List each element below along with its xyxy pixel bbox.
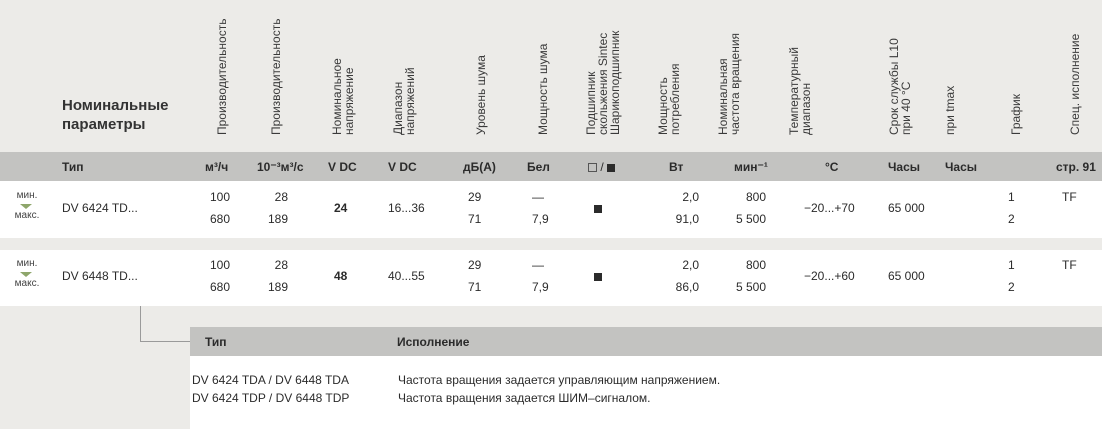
units-bar: Тип м³/ч 10⁻³м³/с V DC V DC дБ(А) Бел / … [0, 152, 1102, 181]
row-flow_m3h-max: 680 [209, 212, 230, 226]
row-flow_m3h-min: 100 [209, 190, 230, 204]
flow-m3s-unit: 10⁻³м³/с [257, 160, 304, 174]
variant-type: DV 6424 TDA / DV 6448 TDA [192, 373, 349, 387]
range-unit: V DC [388, 160, 417, 174]
footer-band [0, 306, 1102, 327]
row-power_noise-min: — [532, 190, 544, 204]
row-power-min: 2,0 [682, 258, 699, 272]
row-special: TF [1062, 190, 1077, 204]
row-graph-min: 1 [1008, 258, 1015, 272]
column-header-13: График [1009, 94, 1023, 135]
variants-type-header: Тип [205, 335, 227, 349]
max-label: макс. [14, 278, 40, 289]
column-header-2: Производительность [269, 18, 283, 135]
connector-horizontal [140, 341, 190, 342]
row-flow_m3h-max: 680 [209, 280, 230, 294]
variants-version-header: Исполнение [397, 335, 470, 349]
variant-type: DV 6424 TDP / DV 6448 TDP [192, 391, 350, 405]
row-special: TF [1062, 258, 1077, 272]
row-voltage: 48 [334, 269, 348, 283]
temp-unit: °C [825, 160, 839, 174]
column-header-5: Уровень шума [474, 55, 488, 135]
row-noise-min: 29 [468, 258, 482, 272]
life-tmax-unit: Часы [945, 160, 978, 174]
row-power_noise-max: 7,9 [532, 280, 549, 294]
variants-header: Тип Исполнение [190, 327, 1102, 356]
row-range: 40...55 [388, 269, 425, 283]
row-noise-min: 29 [468, 190, 482, 204]
flow-m3h-unit: м³/ч [205, 160, 229, 174]
header-band [0, 0, 1102, 152]
row-noise-max: 71 [468, 280, 482, 294]
special-unit: стр. 91 [1056, 160, 1096, 174]
ball-bearing-icon [594, 273, 602, 281]
row-speed-min: 800 [745, 190, 766, 204]
row-voltage: 24 [334, 201, 348, 215]
row-power-max: 86,0 [675, 280, 699, 294]
row-speed-min: 800 [745, 258, 766, 272]
connector-vertical [140, 306, 141, 342]
row-type: DV 6448 TD... [62, 269, 138, 283]
row-flow_m3s-max: 189 [267, 280, 288, 294]
variant-description: Частота вращения задается управляющим на… [398, 373, 721, 387]
row-power_noise-min: — [532, 258, 544, 272]
row-temp: −20...+60 [804, 269, 855, 283]
voltage-unit: V DC [328, 160, 357, 174]
column-header-12: при tmax [943, 85, 957, 135]
ball-bearing-icon [594, 205, 602, 213]
column-header-9: частота вращения [728, 32, 742, 135]
power-noise-unit: Бел [527, 160, 550, 174]
row-power-min: 2,0 [682, 190, 699, 204]
row-flow_m3s-min: 28 [274, 258, 288, 272]
column-header-1: Производительность [215, 18, 229, 135]
column-header-11: при 40 °C [899, 81, 913, 135]
row-graph-min: 1 [1008, 190, 1015, 204]
row-speed-max: 5 500 [735, 280, 766, 294]
row-separator [0, 238, 1102, 250]
column-header-10: диапазон [799, 82, 813, 135]
column-header-14: Спец. исполнение [1068, 33, 1082, 135]
row-noise-max: 71 [468, 212, 482, 226]
speed-unit: мин⁻¹ [734, 160, 768, 174]
column-header-6: Мощность шума [536, 43, 550, 135]
row-temp: −20...+70 [804, 201, 855, 215]
ball-bearing-icon [607, 164, 616, 172]
page-title: Номинальные параметры [62, 97, 169, 133]
power-unit: Вт [669, 160, 684, 174]
type-unit: Тип [62, 160, 84, 174]
row-power-max: 91,0 [675, 212, 699, 226]
max-label: макс. [14, 210, 40, 221]
noise-unit: дБ(А) [463, 160, 496, 174]
column-header-3: напряжение [342, 67, 356, 135]
row-range: 16...36 [388, 201, 425, 215]
column-header-8: потребления [668, 63, 682, 135]
row-life: 65 000 [888, 201, 925, 215]
bearing-unit: / [588, 160, 616, 174]
footer-left-band [0, 327, 190, 429]
row-flow_m3s-min: 28 [274, 190, 288, 204]
min-max-arrow-icon [20, 204, 32, 209]
min-label: мин. [16, 190, 38, 201]
row-graph-max: 2 [1008, 280, 1015, 294]
row-speed-max: 5 500 [735, 212, 766, 226]
sleeve-bearing-icon [588, 163, 597, 172]
row-power_noise-max: 7,9 [532, 212, 549, 226]
column-header-4: напряжений [403, 67, 417, 135]
column-header-7: Шарикоподшипник [608, 30, 622, 135]
life-unit: Часы [888, 160, 921, 174]
row-flow_m3s-max: 189 [267, 212, 288, 226]
variant-description: Частота вращения задается ШИМ–сигналом. [398, 391, 651, 405]
row-graph-max: 2 [1008, 212, 1015, 226]
min-label: мин. [16, 258, 38, 269]
row-life: 65 000 [888, 269, 925, 283]
row-type: DV 6424 TD... [62, 201, 138, 215]
row-flow_m3h-min: 100 [209, 258, 230, 272]
min-max-arrow-icon [20, 272, 32, 277]
